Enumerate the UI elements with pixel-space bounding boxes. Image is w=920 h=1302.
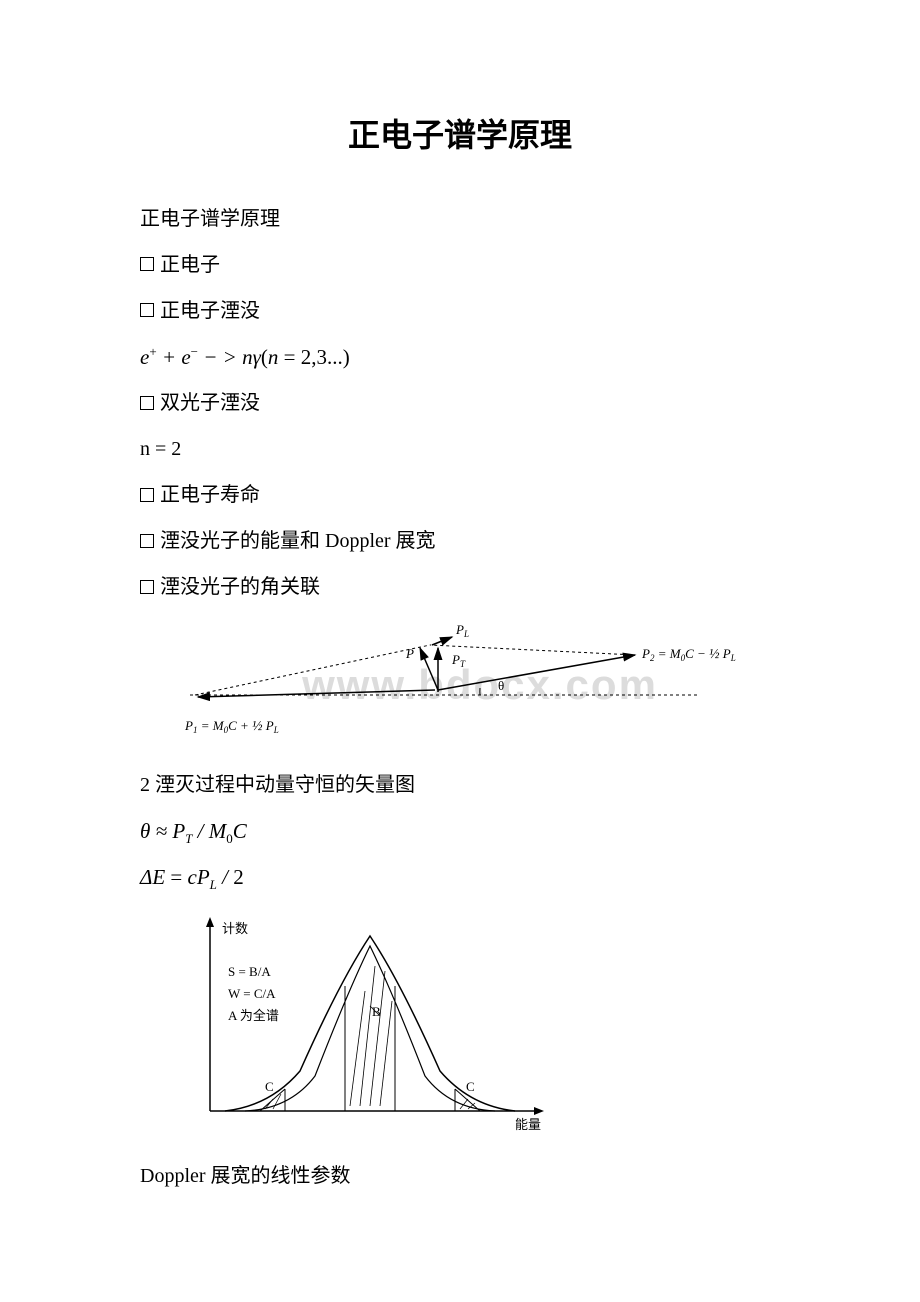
label-B: B xyxy=(372,1004,381,1019)
figure2-caption: Doppler 展宽的线性参数 xyxy=(140,1153,780,1199)
label-C-right: C xyxy=(466,1079,475,1094)
equation-annihilation: e+ + e− − > nγ(n = 2,3...) xyxy=(140,334,780,380)
eq-S: S = B/A xyxy=(228,964,271,979)
bullet-text: 正电子湮没 xyxy=(160,300,260,322)
bullet-text: 双光子湮没 xyxy=(160,392,260,414)
doppler-peak-diagram: 计数 能量 S = B/A W = C/A A 为全谱 B C C xyxy=(170,911,570,1141)
checkbox-icon xyxy=(140,396,154,410)
bullet-two-photon: 双光子湮没 xyxy=(140,380,780,426)
xlabel: 能量 xyxy=(515,1117,541,1132)
eq-W: W = C/A xyxy=(228,986,276,1001)
label-p1: P1 = M0C + ½ PL xyxy=(184,718,279,735)
bullet-lifetime: 正电子寿命 xyxy=(140,472,780,518)
ylabel: 计数 xyxy=(222,921,248,936)
checkbox-icon xyxy=(140,488,154,502)
label-p2: P2 = M0C − ½ PL xyxy=(641,646,736,663)
equation-deltaE: ΔE = cPL / 2 xyxy=(140,854,780,900)
checkbox-icon xyxy=(140,303,154,317)
bullet-text: 正电子 xyxy=(160,254,220,276)
figure-doppler-peak: 计数 能量 S = B/A W = C/A A 为全谱 B C C xyxy=(170,911,780,1141)
bullet-doppler-energy: 湮没光子的能量和 Doppler 展宽 xyxy=(140,518,780,564)
eq-A: A 为全谱 xyxy=(228,1008,279,1023)
bullet-angular: 湮没光子的角关联 xyxy=(140,564,780,610)
checkbox-icon xyxy=(140,580,154,594)
checkbox-icon xyxy=(140,534,154,548)
figure1-caption: 2 湮灭过程中动量守恒的矢量图 xyxy=(140,762,780,808)
checkbox-icon xyxy=(140,257,154,271)
bullet-text: 正电子寿命 xyxy=(160,484,260,506)
bullet-positron: 正电子 xyxy=(140,242,780,288)
label-theta: θ xyxy=(498,678,504,693)
subtitle-line: 正电子谱学原理 xyxy=(140,196,780,242)
label-pT: PT xyxy=(451,652,466,669)
equation-theta: θ ≈ PT / M0C xyxy=(140,808,780,854)
label-C-left: C xyxy=(265,1079,274,1094)
bullet-annihilation: 正电子湮没 xyxy=(140,288,780,334)
figure-momentum-vector: www.bdocx.com P PL PT θ P1 xyxy=(180,620,780,750)
bullet-text: 湮没光子的角关联 xyxy=(160,576,320,598)
equation-n2: n = 2 xyxy=(140,426,780,472)
bullet-text: 湮没光子的能量和 Doppler 展宽 xyxy=(160,530,436,552)
label-pL: PL xyxy=(455,622,469,639)
label-p: P xyxy=(405,646,414,661)
page-title: 正电子谱学原理 xyxy=(140,110,780,156)
momentum-vector-diagram: P PL PT θ P1 = M0C + ½ PL P2 = M0C − ½ P… xyxy=(180,620,740,750)
